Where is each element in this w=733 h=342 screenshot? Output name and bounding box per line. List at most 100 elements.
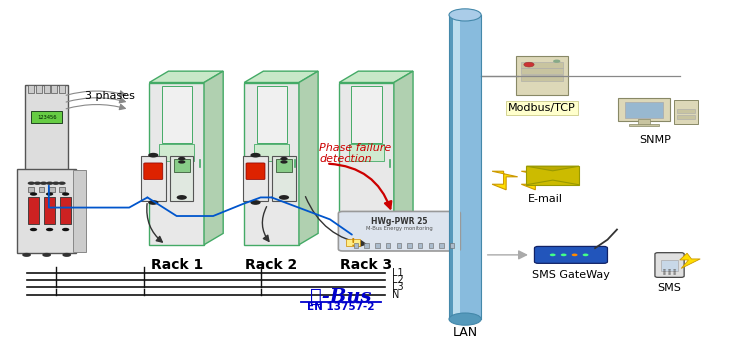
Text: Modbus/TCP: Modbus/TCP [508, 103, 575, 113]
Polygon shape [204, 71, 223, 245]
Polygon shape [394, 71, 413, 245]
Circle shape [46, 228, 54, 231]
Circle shape [280, 157, 287, 160]
Bar [418, 242, 422, 248]
FancyBboxPatch shape [516, 56, 567, 95]
FancyBboxPatch shape [60, 197, 71, 224]
Circle shape [673, 273, 676, 275]
Circle shape [22, 253, 31, 257]
FancyBboxPatch shape [254, 144, 290, 161]
Circle shape [148, 153, 158, 158]
FancyBboxPatch shape [534, 247, 608, 263]
Bar [677, 115, 695, 119]
FancyBboxPatch shape [170, 156, 194, 201]
Text: ℳ-Bus: ℳ-Bus [310, 288, 372, 306]
Circle shape [178, 157, 185, 160]
Circle shape [28, 182, 35, 185]
Circle shape [663, 273, 666, 275]
Polygon shape [244, 71, 318, 82]
Text: L1: L1 [392, 268, 404, 278]
Text: Rack 3: Rack 3 [340, 258, 393, 272]
Bar [429, 242, 433, 248]
Text: !: ! [351, 238, 356, 248]
Circle shape [561, 253, 567, 256]
FancyBboxPatch shape [347, 239, 360, 246]
Bar [29, 85, 34, 93]
Bar [354, 242, 358, 248]
FancyBboxPatch shape [339, 211, 460, 251]
Bar [450, 242, 454, 248]
Circle shape [279, 195, 289, 200]
Text: E-mail: E-mail [528, 194, 563, 204]
Bar [397, 242, 401, 248]
Polygon shape [492, 171, 517, 190]
Polygon shape [526, 166, 579, 185]
Circle shape [178, 160, 185, 163]
FancyBboxPatch shape [625, 103, 663, 118]
Circle shape [43, 253, 51, 257]
Text: 3 phases: 3 phases [85, 91, 136, 101]
Text: LAN: LAN [452, 326, 478, 339]
Text: HWg-PWR 25: HWg-PWR 25 [371, 218, 427, 226]
FancyBboxPatch shape [351, 86, 382, 143]
Circle shape [62, 228, 70, 231]
Bar [630, 124, 658, 126]
Circle shape [673, 269, 676, 271]
Bar [364, 242, 369, 248]
Bar [51, 85, 57, 93]
Circle shape [668, 271, 671, 273]
Bar [29, 187, 34, 192]
Bar [59, 187, 65, 192]
Circle shape [46, 182, 54, 185]
Circle shape [148, 200, 158, 205]
Bar [677, 109, 695, 113]
FancyBboxPatch shape [257, 86, 287, 143]
Circle shape [62, 253, 71, 257]
Text: Rack 1: Rack 1 [150, 258, 203, 272]
FancyBboxPatch shape [521, 68, 562, 75]
FancyBboxPatch shape [521, 75, 562, 81]
FancyBboxPatch shape [144, 163, 163, 180]
Polygon shape [150, 82, 204, 245]
Bar [439, 242, 443, 248]
Bar [408, 242, 412, 248]
FancyBboxPatch shape [349, 144, 384, 161]
Polygon shape [244, 82, 299, 245]
FancyBboxPatch shape [17, 169, 76, 252]
Polygon shape [339, 82, 394, 245]
Bar [59, 85, 65, 93]
Text: SMS: SMS [658, 284, 682, 293]
Circle shape [583, 253, 589, 256]
Polygon shape [150, 71, 223, 82]
Circle shape [62, 192, 70, 196]
Bar [39, 187, 45, 192]
FancyBboxPatch shape [32, 111, 62, 123]
Text: L2: L2 [392, 275, 404, 285]
FancyBboxPatch shape [174, 159, 190, 172]
Circle shape [251, 200, 261, 205]
Text: Rack 2: Rack 2 [246, 258, 298, 272]
FancyBboxPatch shape [161, 86, 192, 143]
Text: N: N [392, 290, 399, 300]
FancyBboxPatch shape [159, 144, 194, 161]
FancyBboxPatch shape [243, 156, 268, 201]
Bar [449, 15, 453, 319]
Text: Phase failure
detection: Phase failure detection [319, 143, 391, 164]
Text: EN 13757-2: EN 13757-2 [307, 302, 375, 312]
Bar [44, 85, 50, 93]
Circle shape [40, 182, 47, 185]
Bar [375, 242, 380, 248]
Bar [49, 187, 55, 192]
FancyBboxPatch shape [44, 197, 55, 224]
Circle shape [30, 192, 37, 196]
FancyBboxPatch shape [141, 156, 166, 201]
FancyBboxPatch shape [26, 85, 68, 188]
Circle shape [46, 192, 54, 196]
FancyBboxPatch shape [521, 62, 562, 68]
Circle shape [663, 269, 666, 271]
Circle shape [251, 153, 261, 158]
Ellipse shape [449, 313, 481, 325]
Text: SMS GateWay: SMS GateWay [532, 270, 610, 280]
Text: M-Bus Energy monitoring: M-Bus Energy monitoring [366, 225, 432, 231]
FancyBboxPatch shape [246, 163, 265, 180]
